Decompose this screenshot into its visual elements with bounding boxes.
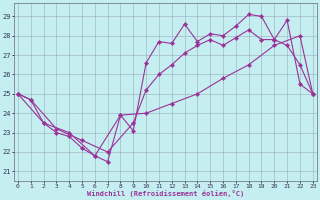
X-axis label: Windchill (Refroidissement éolien,°C): Windchill (Refroidissement éolien,°C) <box>87 190 244 197</box>
